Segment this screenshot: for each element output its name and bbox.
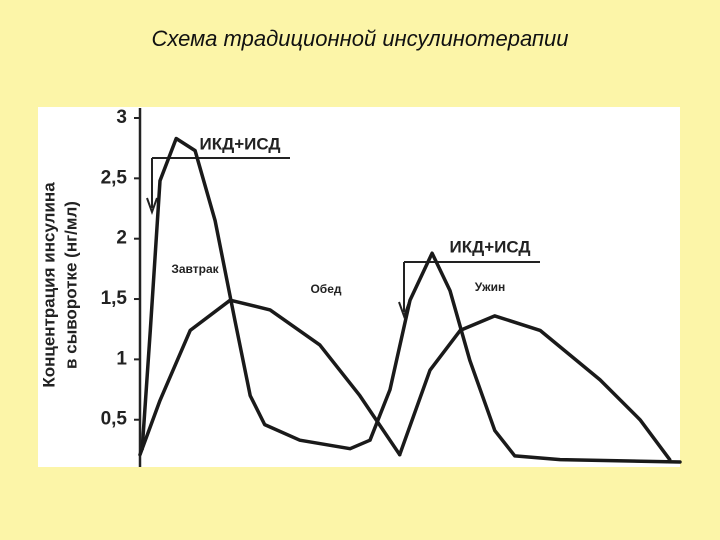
annotation: Завтрак [171, 262, 219, 276]
y-tick-label: 1,5 [101, 288, 128, 309]
chart-background [38, 107, 680, 467]
insulin-curve [397, 314, 672, 462]
y-tick-label: 0,5 [101, 409, 128, 430]
insulin-curve [140, 136, 682, 464]
y-tick-label: 1 [116, 348, 127, 369]
dose-arrow [146, 197, 158, 215]
y-tick-label: 3 [116, 107, 127, 128]
annotation: ИКД+ИСД [199, 134, 280, 153]
slide-title: Схема традиционной инсулинотерапии [151, 26, 568, 51]
y-tick-label: 2,5 [101, 167, 128, 188]
annotation: ИКД+ИСД [449, 237, 530, 256]
y-tick-label: 2 [116, 228, 127, 249]
annotation: Обед [310, 282, 341, 296]
insulin-curve [138, 298, 402, 457]
annotation: Ужин [475, 280, 505, 294]
y-axis-label: в сыворотке (нг/мл) [61, 201, 80, 369]
y-axis-label: Концентрация инсулина [39, 182, 58, 388]
dose-bracket [151, 157, 290, 208]
